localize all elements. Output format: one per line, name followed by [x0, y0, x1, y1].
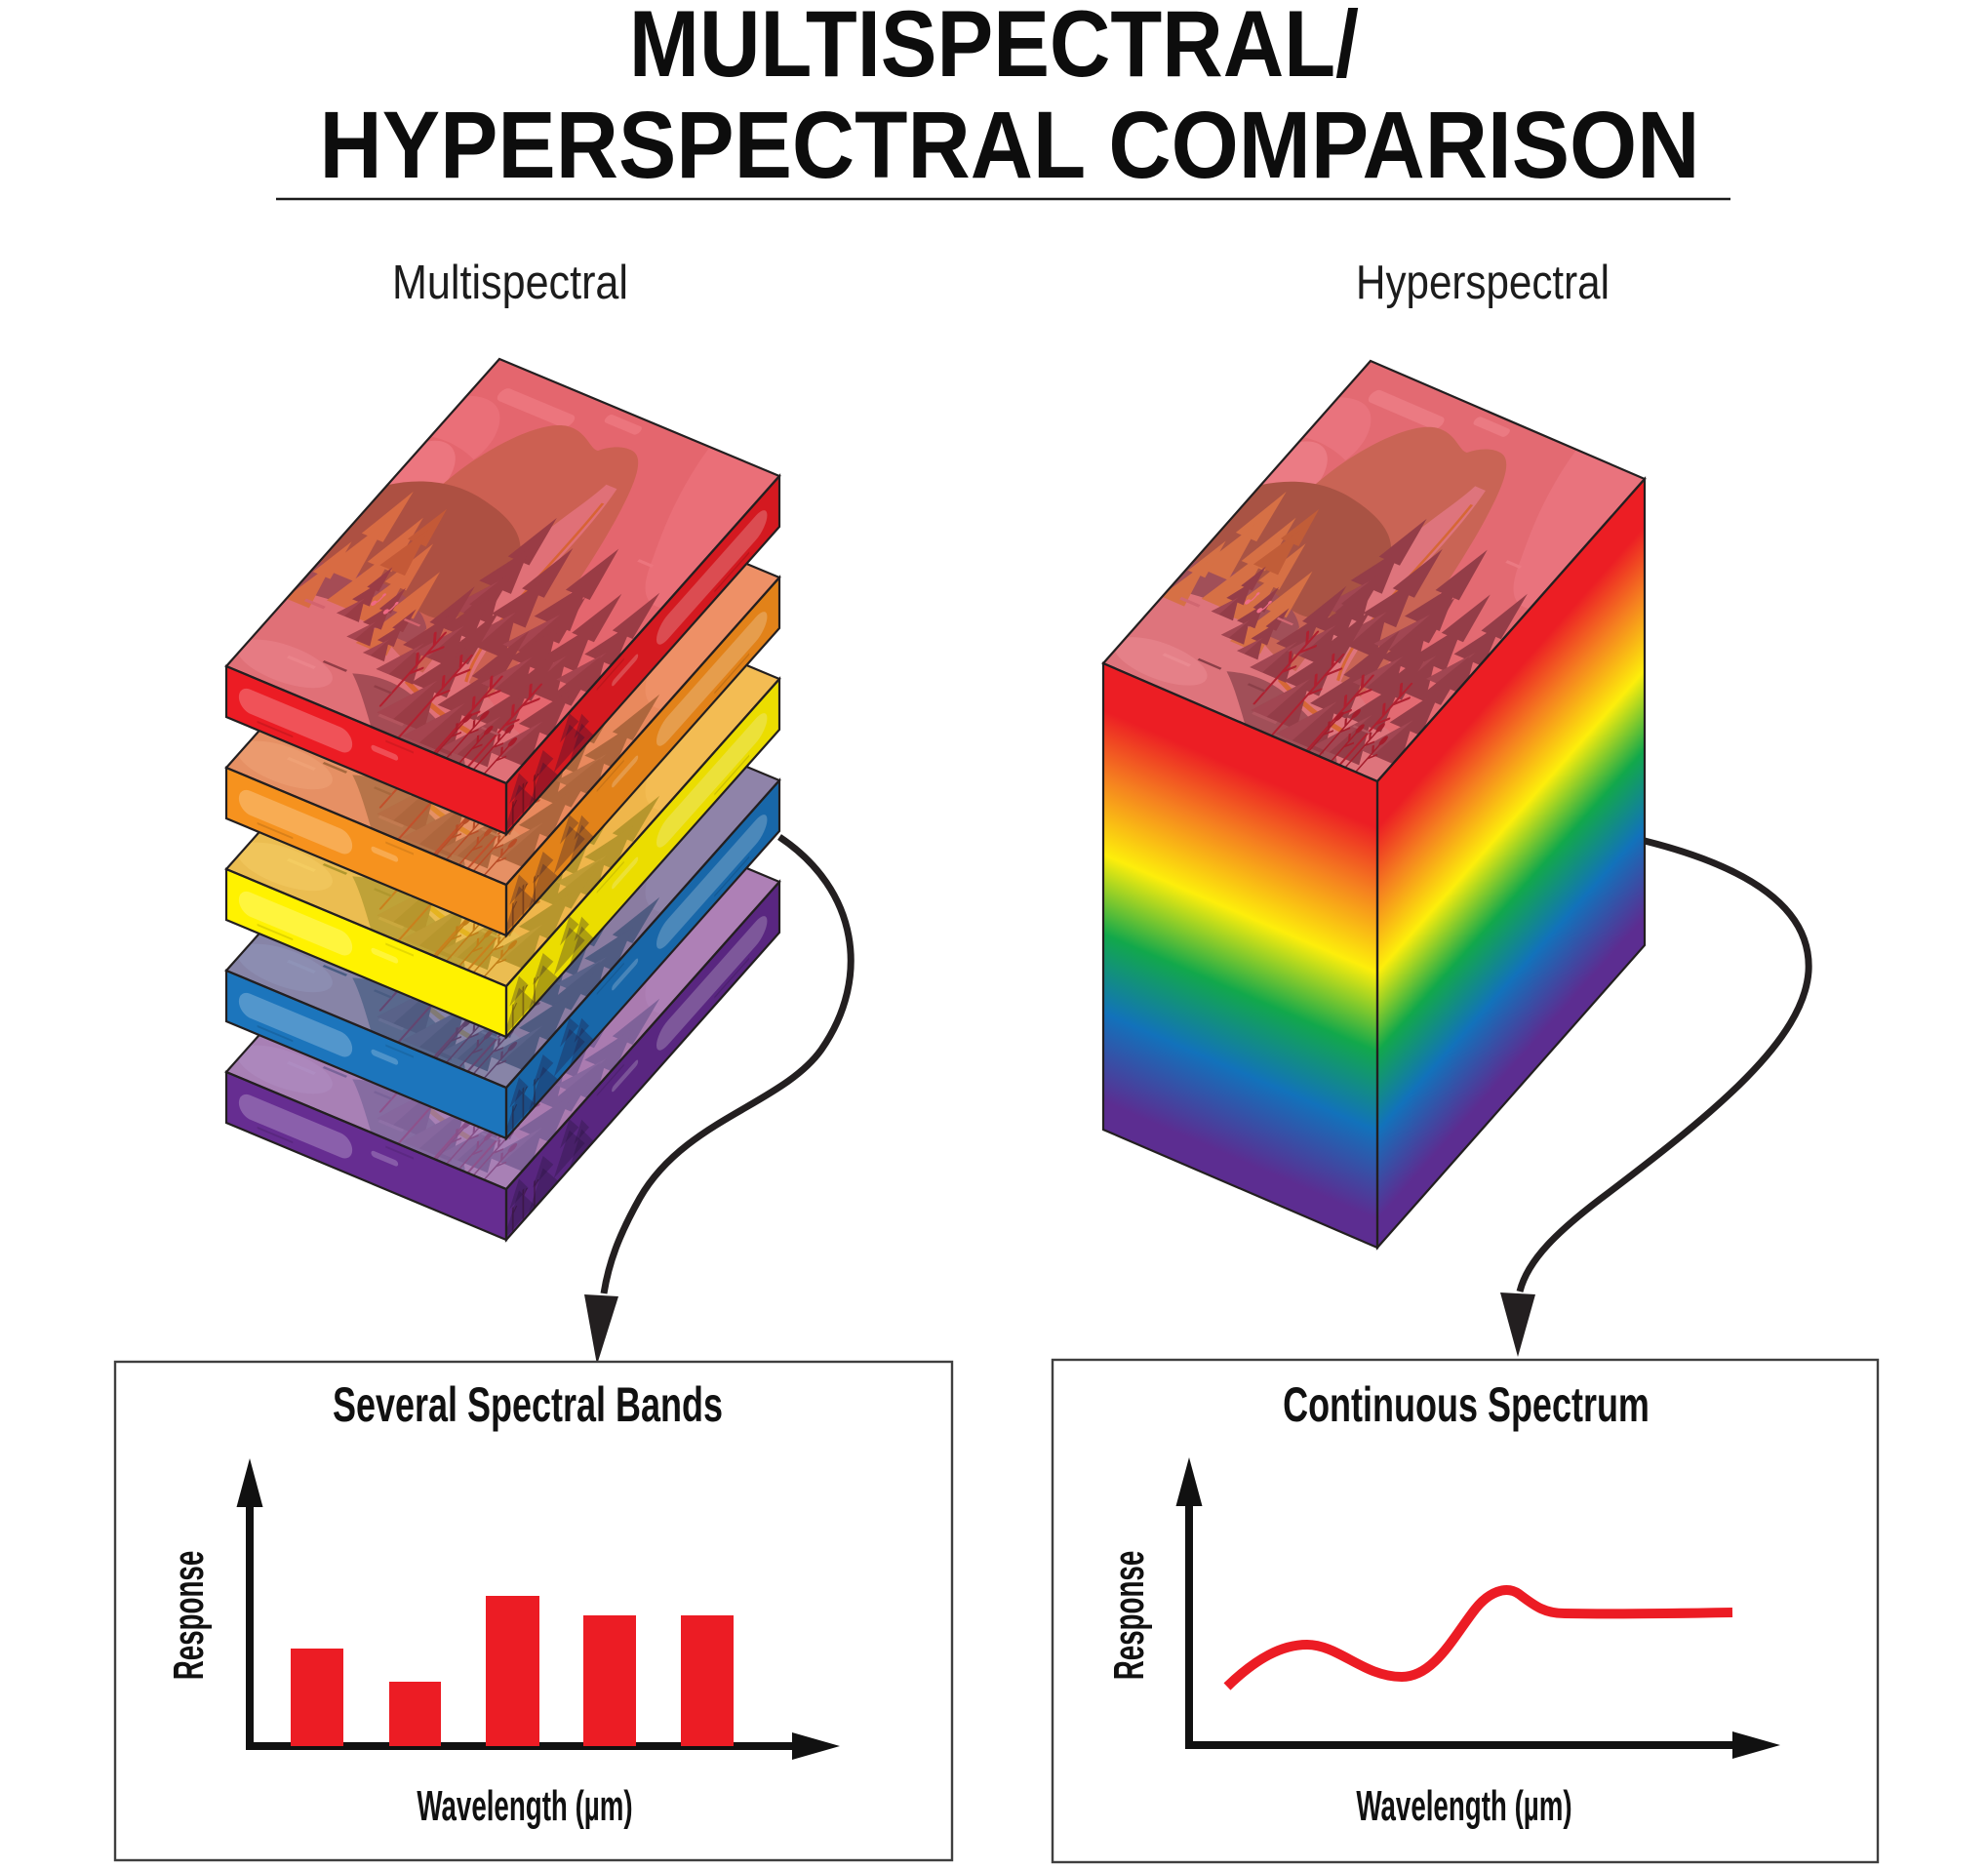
svg-text:Response: Response — [1105, 1551, 1153, 1680]
svg-text:Wavelength (µm): Wavelength (µm) — [1356, 1782, 1571, 1830]
svg-text:Wavelength (µm): Wavelength (µm) — [417, 1782, 632, 1830]
svg-text:Hyperspectral: Hyperspectral — [1356, 256, 1610, 309]
svg-text:HYPERSPECTRAL COMPARISON: HYPERSPECTRAL COMPARISON — [320, 92, 1700, 197]
svg-text:Continuous Spectrum: Continuous Spectrum — [1283, 1378, 1650, 1432]
svg-text:MULTISPECTRAL/: MULTISPECTRAL/ — [629, 0, 1359, 97]
svg-text:Response: Response — [165, 1551, 213, 1680]
svg-text:Multispectral: Multispectral — [392, 255, 628, 308]
svg-text:Several Spectral Bands: Several Spectral Bands — [333, 1378, 723, 1432]
